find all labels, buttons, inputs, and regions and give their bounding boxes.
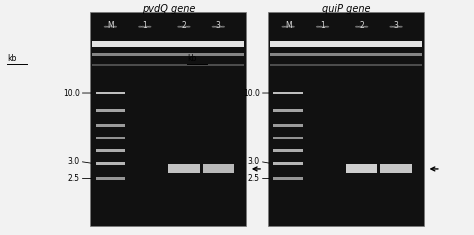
Circle shape (325, 26, 329, 28)
Circle shape (319, 26, 322, 28)
Text: 2: 2 (359, 21, 364, 30)
Circle shape (358, 26, 362, 28)
Circle shape (291, 26, 295, 28)
Bar (90, 12, 246, 226)
Bar (273, 137, 303, 139)
Bar (273, 92, 303, 94)
Bar (92, 53, 244, 56)
Circle shape (396, 26, 400, 28)
Bar (96, 137, 125, 139)
Circle shape (288, 26, 292, 28)
Text: 1: 1 (142, 21, 147, 30)
Bar (92, 64, 244, 66)
Circle shape (145, 26, 148, 28)
Circle shape (148, 26, 151, 28)
Bar (96, 177, 125, 180)
Text: 10.0: 10.0 (243, 89, 260, 98)
Bar (270, 41, 422, 47)
Text: 10.0: 10.0 (63, 89, 80, 98)
Bar (270, 64, 422, 66)
Bar (96, 109, 125, 112)
Text: 3: 3 (393, 21, 399, 30)
Text: 2.5: 2.5 (68, 174, 80, 183)
Bar (273, 177, 303, 180)
Text: M: M (107, 21, 114, 30)
Text: 3: 3 (216, 21, 221, 30)
Bar (168, 164, 200, 173)
Circle shape (215, 26, 219, 28)
Bar (96, 162, 125, 165)
Circle shape (141, 26, 145, 28)
Circle shape (113, 26, 117, 28)
Bar (96, 124, 125, 126)
Bar (92, 41, 244, 47)
Bar (96, 92, 125, 94)
Bar (273, 162, 303, 165)
Text: pvdQ gene: pvdQ gene (142, 4, 195, 14)
Circle shape (104, 26, 108, 28)
Circle shape (219, 26, 222, 28)
Circle shape (180, 26, 184, 28)
Circle shape (187, 26, 191, 28)
Circle shape (399, 26, 403, 28)
Circle shape (284, 26, 288, 28)
Circle shape (322, 26, 326, 28)
Bar (273, 124, 303, 126)
Circle shape (138, 26, 142, 28)
Text: kb: kb (7, 54, 17, 63)
Text: 2: 2 (182, 21, 186, 30)
Bar (381, 164, 412, 173)
Circle shape (212, 26, 216, 28)
Circle shape (316, 26, 319, 28)
Text: M: M (285, 21, 292, 30)
Bar (203, 164, 234, 173)
Text: 2.5: 2.5 (248, 174, 260, 183)
Text: kb: kb (187, 54, 197, 63)
Bar (273, 109, 303, 112)
Bar (273, 149, 303, 152)
Circle shape (365, 26, 368, 28)
Circle shape (107, 26, 110, 28)
Circle shape (362, 26, 365, 28)
Circle shape (392, 26, 396, 28)
Circle shape (282, 26, 285, 28)
Bar (270, 53, 422, 56)
Text: 3.0: 3.0 (67, 157, 80, 166)
Text: 3.0: 3.0 (247, 157, 260, 166)
Text: quiP gene: quiP gene (322, 4, 370, 14)
Text: 1: 1 (320, 21, 325, 30)
Bar (96, 149, 125, 152)
Circle shape (390, 26, 393, 28)
Bar (346, 164, 377, 173)
Circle shape (184, 26, 188, 28)
Circle shape (355, 26, 359, 28)
Bar (268, 12, 424, 226)
Circle shape (177, 26, 181, 28)
Circle shape (110, 26, 114, 28)
Circle shape (221, 26, 225, 28)
